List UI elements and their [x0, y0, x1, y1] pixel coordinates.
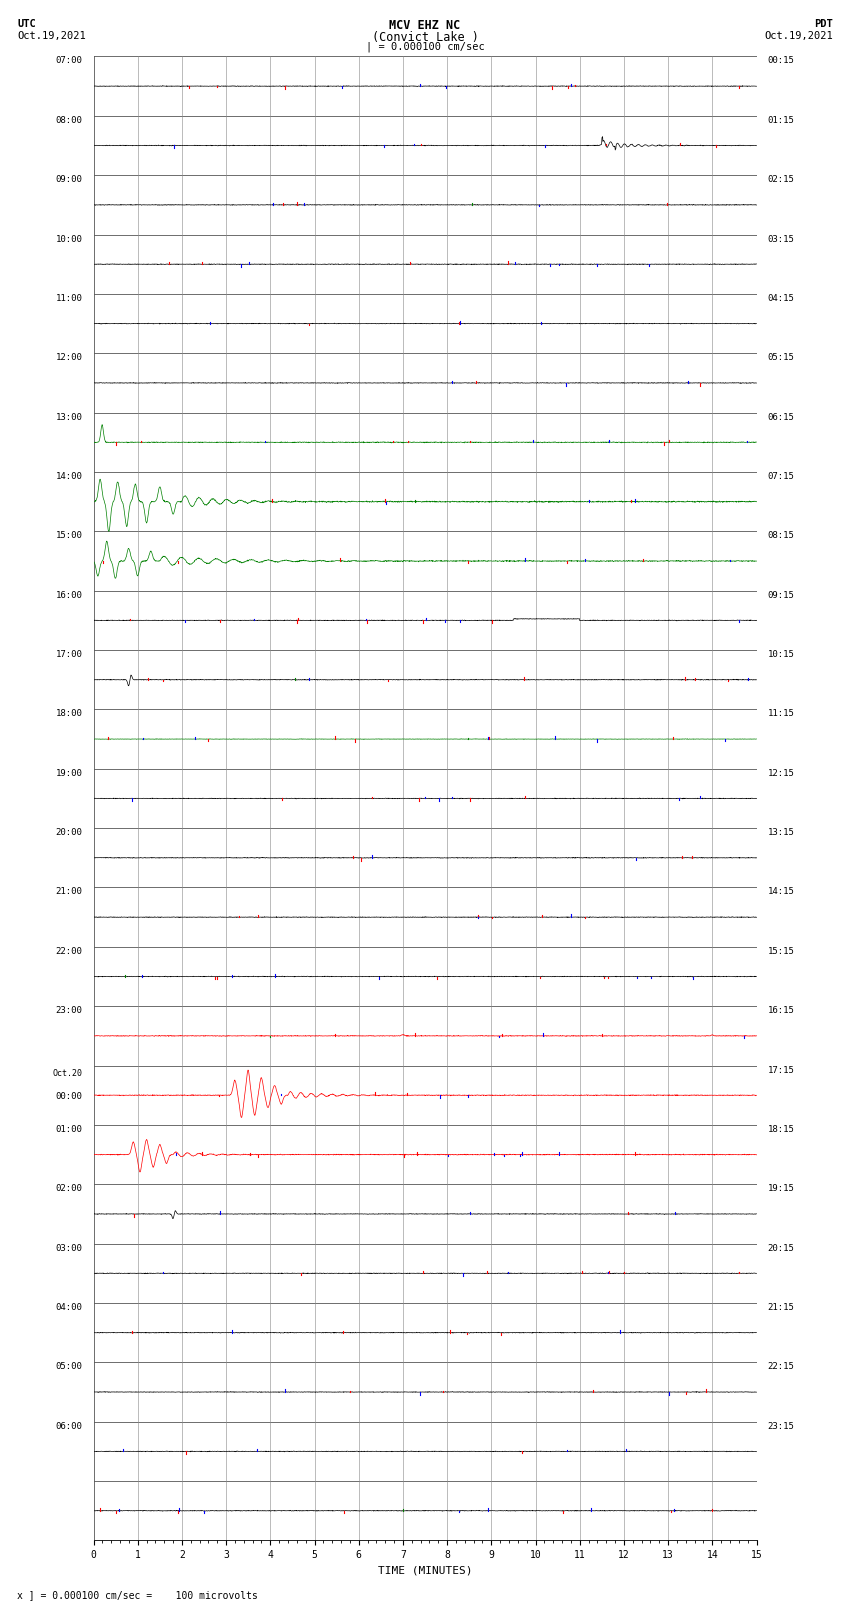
Text: Oct.20: Oct.20 — [53, 1068, 82, 1077]
Text: 18:15: 18:15 — [768, 1124, 795, 1134]
Text: Oct.19,2021: Oct.19,2021 — [17, 31, 86, 40]
Text: 20:00: 20:00 — [55, 827, 82, 837]
Text: 21:00: 21:00 — [55, 887, 82, 897]
Text: 02:15: 02:15 — [768, 176, 795, 184]
Text: 05:00: 05:00 — [55, 1363, 82, 1371]
Text: Oct.19,2021: Oct.19,2021 — [764, 31, 833, 40]
Text: 17:15: 17:15 — [768, 1066, 795, 1074]
Text: 10:00: 10:00 — [55, 234, 82, 244]
Text: 19:00: 19:00 — [55, 769, 82, 777]
Text: 01:00: 01:00 — [55, 1124, 82, 1134]
Text: 10:15: 10:15 — [768, 650, 795, 660]
Text: 04:15: 04:15 — [768, 294, 795, 303]
Text: 09:15: 09:15 — [768, 590, 795, 600]
Text: PDT: PDT — [814, 19, 833, 29]
Text: 16:15: 16:15 — [768, 1007, 795, 1015]
Text: 00:15: 00:15 — [768, 56, 795, 66]
Text: 23:15: 23:15 — [768, 1421, 795, 1431]
Text: 12:00: 12:00 — [55, 353, 82, 363]
Text: 14:00: 14:00 — [55, 473, 82, 481]
Text: 13:00: 13:00 — [55, 413, 82, 421]
Text: 18:00: 18:00 — [55, 710, 82, 718]
Text: 20:15: 20:15 — [768, 1244, 795, 1253]
Text: 08:00: 08:00 — [55, 116, 82, 124]
Text: 17:00: 17:00 — [55, 650, 82, 660]
Text: 11:15: 11:15 — [768, 710, 795, 718]
Text: 22:15: 22:15 — [768, 1363, 795, 1371]
Text: 14:15: 14:15 — [768, 887, 795, 897]
Text: 09:00: 09:00 — [55, 176, 82, 184]
Text: 23:00: 23:00 — [55, 1007, 82, 1015]
Text: MCV EHZ NC: MCV EHZ NC — [389, 19, 461, 32]
Text: 05:15: 05:15 — [768, 353, 795, 363]
Text: | = 0.000100 cm/sec: | = 0.000100 cm/sec — [366, 42, 484, 53]
Text: 00:00: 00:00 — [55, 1092, 82, 1102]
Text: 02:00: 02:00 — [55, 1184, 82, 1194]
Text: 15:15: 15:15 — [768, 947, 795, 957]
Text: 04:00: 04:00 — [55, 1303, 82, 1311]
Text: 11:00: 11:00 — [55, 294, 82, 303]
Text: 12:15: 12:15 — [768, 769, 795, 777]
Text: 03:00: 03:00 — [55, 1244, 82, 1253]
Text: 13:15: 13:15 — [768, 827, 795, 837]
Text: 06:00: 06:00 — [55, 1421, 82, 1431]
X-axis label: TIME (MINUTES): TIME (MINUTES) — [377, 1566, 473, 1576]
Text: 16:00: 16:00 — [55, 590, 82, 600]
Text: 06:15: 06:15 — [768, 413, 795, 421]
Text: 01:15: 01:15 — [768, 116, 795, 124]
Text: 22:00: 22:00 — [55, 947, 82, 957]
Text: 19:15: 19:15 — [768, 1184, 795, 1194]
Text: 15:00: 15:00 — [55, 531, 82, 540]
Text: UTC: UTC — [17, 19, 36, 29]
Text: 07:00: 07:00 — [55, 56, 82, 66]
Text: (Convict Lake ): (Convict Lake ) — [371, 31, 479, 44]
Text: x ] = 0.000100 cm/sec =    100 microvolts: x ] = 0.000100 cm/sec = 100 microvolts — [17, 1590, 258, 1600]
Text: 21:15: 21:15 — [768, 1303, 795, 1311]
Text: 08:15: 08:15 — [768, 531, 795, 540]
Text: 03:15: 03:15 — [768, 234, 795, 244]
Text: 07:15: 07:15 — [768, 473, 795, 481]
